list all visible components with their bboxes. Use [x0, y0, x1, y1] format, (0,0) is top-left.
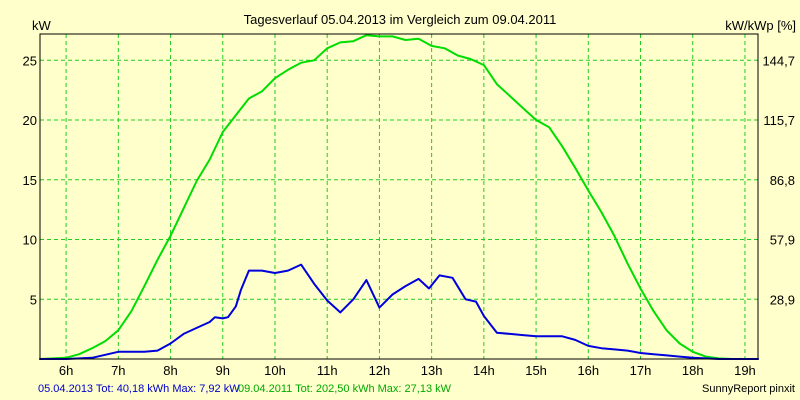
y-tick-label-right: 28,9 [770, 292, 795, 307]
right-axis-unit: kW/kWp [%] [725, 18, 796, 33]
x-tick-label: 18h [682, 363, 704, 378]
x-tick-label: 13h [421, 363, 443, 378]
grid [40, 34, 758, 359]
x-tick-label: 12h [369, 363, 391, 378]
y-tick-label-left: 20 [23, 113, 37, 128]
y-tick-label-left: 15 [23, 173, 37, 188]
y-tick-label-left: 25 [23, 53, 37, 68]
footer-series-2013: 05.04.2013 Tot: 40,18 kWh Max: 7,92 kW [38, 383, 240, 395]
y-tick-label-right: 86,8 [770, 173, 795, 188]
footer-credit: SunnyReport pinxit [702, 383, 795, 395]
x-tick-label: 19h [734, 363, 756, 378]
series-line-2013 [39, 263, 759, 360]
x-tick-label: 9h [216, 363, 230, 378]
plot-area-frame [39, 33, 759, 360]
y-tick-label-right: 115,7 [763, 113, 795, 128]
x-tick-label: 16h [577, 363, 599, 378]
x-tick-label: 14h [473, 363, 495, 378]
y-tick-label-left: 10 [23, 233, 37, 248]
left-axis-unit: kW [32, 18, 52, 33]
axis-ticks: 6h 7h 8h 9h 10h 11h 12h 13h 14h 15h 16h 17h 18h 19h 5 2… [23, 53, 795, 378]
x-tick-label: 8h [163, 363, 177, 378]
series-lines [39, 34, 759, 360]
x-tick-label: 17h [630, 363, 652, 378]
series-line-2011 [39, 34, 759, 360]
x-tick-label: 6h [59, 363, 73, 378]
y-tick-label-left: 5 [30, 292, 37, 307]
footer-series-2011: 09.04.2011 Tot: 202,50 kWh Max: 27,13 kW [238, 383, 452, 395]
x-tick-label: 10h [264, 363, 286, 378]
y-tick-label-right: 144,7 [762, 53, 795, 68]
chart-title: Tagesverlauf 05.04.2013 im Vergleich zum… [244, 12, 557, 27]
x-tick-label: 11h [317, 363, 338, 378]
y-tick-label-right: 57,9 [770, 233, 795, 248]
x-tick-label: 7h [111, 363, 125, 378]
x-tick-label: 15h [525, 363, 547, 378]
